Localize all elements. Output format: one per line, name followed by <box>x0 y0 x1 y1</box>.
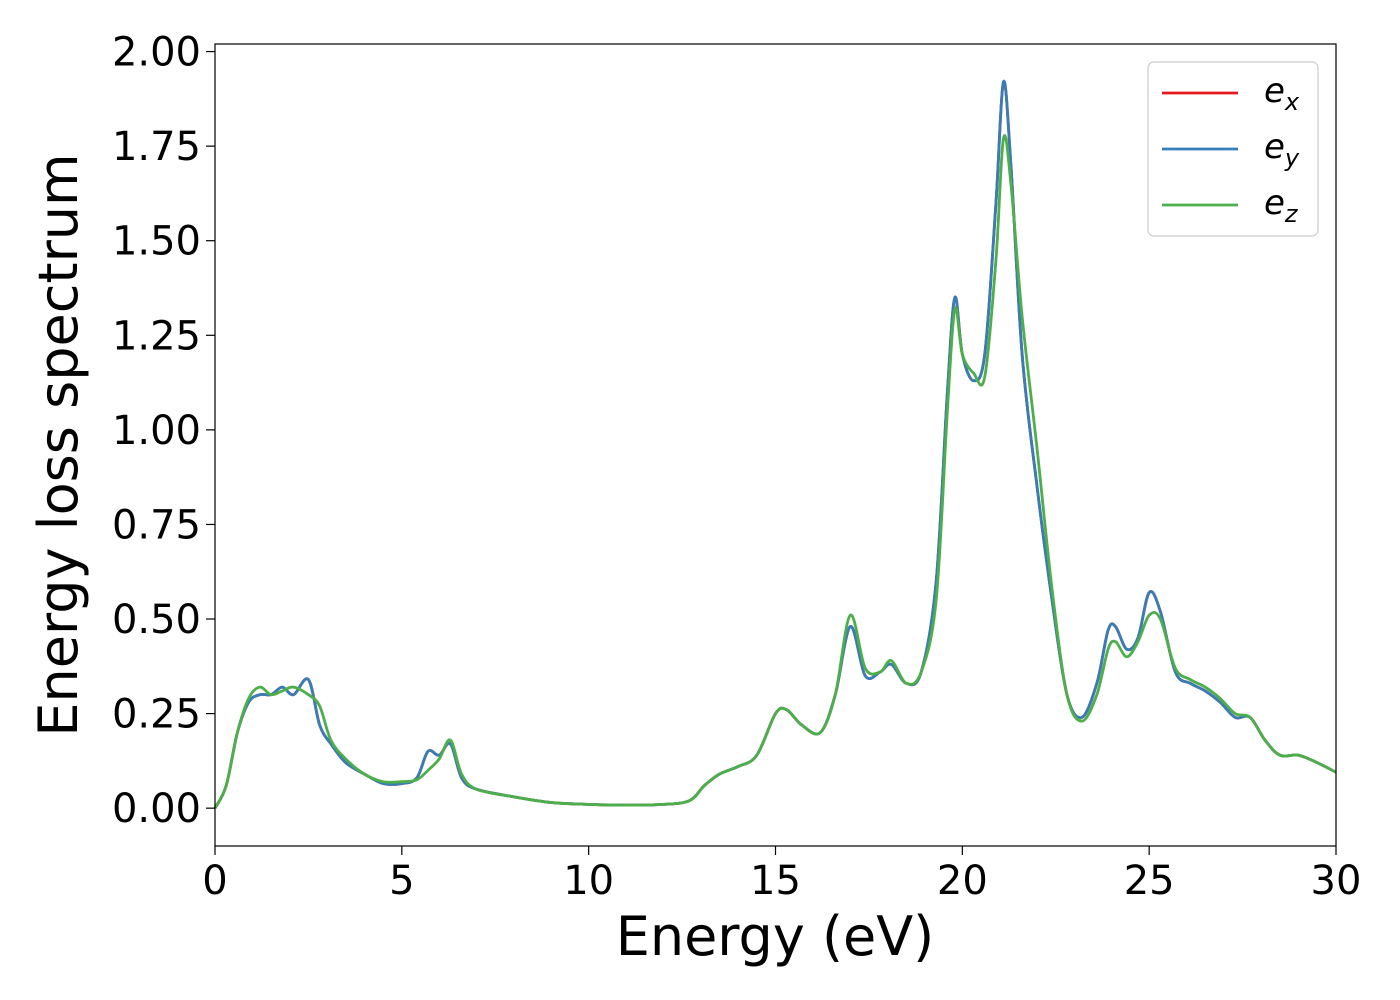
y-tick-label: 0.75 <box>112 502 201 548</box>
y-tick-label: 0.50 <box>112 597 201 643</box>
y-tick-label: 0.25 <box>112 692 201 738</box>
x-tick-label: 15 <box>750 858 801 904</box>
y-tick-label: 1.25 <box>112 313 201 359</box>
x-tick-label: 20 <box>937 858 988 904</box>
x-tick-label: 10 <box>563 858 614 904</box>
legend-label: ey <box>1264 127 1300 172</box>
y-tick-label: 0.00 <box>112 786 201 832</box>
y-tick-label: 1.50 <box>112 219 201 265</box>
x-tick-label: 0 <box>202 858 227 904</box>
x-tick-label: 5 <box>389 858 414 904</box>
x-tick-label: 25 <box>1124 858 1175 904</box>
plot-lines <box>213 80 1337 809</box>
legend: ex ey ez <box>1147 61 1319 237</box>
x-axis-ticks: 0 5 10 15 20 25 30 <box>202 846 1361 904</box>
y-tick-label: 2.00 <box>112 30 201 76</box>
legend-label: ex <box>1264 71 1300 116</box>
y-tick-label: 1.00 <box>112 408 201 454</box>
y-tick-label: 1.75 <box>112 124 201 170</box>
x-axis-title: Energy (eV) <box>616 905 935 968</box>
y-axis-title: Energy loss spectrum <box>27 153 90 736</box>
x-tick-label: 30 <box>1311 858 1362 904</box>
legend-label: ez <box>1264 183 1299 228</box>
series-line-ez <box>213 134 1337 809</box>
y-axis-ticks: 0.00 0.25 0.50 0.75 1.00 1.25 1.50 1.75 2.00 <box>112 30 215 832</box>
